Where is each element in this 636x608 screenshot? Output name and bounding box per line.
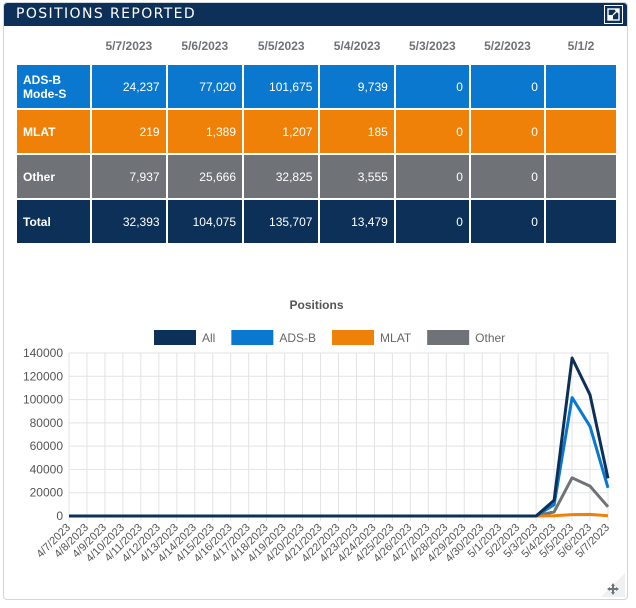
- table-cell: 32,825: [244, 155, 319, 198]
- column-header: 5/6/2023: [167, 29, 242, 63]
- table-row-other: Other 7,937 25,666 32,825 3,555 0 0: [17, 155, 616, 198]
- chart-title: Positions: [289, 298, 344, 312]
- panel-title: POSITIONS REPORTED: [16, 6, 197, 22]
- expand-icon: [607, 8, 620, 21]
- legend-swatch-mlat: [332, 330, 375, 345]
- table-header-row: 5/7/2023 5/6/2023 5/5/2023 5/4/2023 5/3/…: [17, 29, 616, 63]
- column-header: 5/5/2023: [244, 29, 319, 63]
- table-cell: 25,666: [167, 155, 242, 198]
- positions-line-chart: 0200004000060000800001000001200001400004…: [23, 330, 612, 565]
- table-cell: 101,675: [244, 65, 319, 108]
- table-cell: [545, 110, 616, 153]
- y-tick-label: 140000: [23, 346, 63, 360]
- y-tick-label: 60000: [30, 439, 64, 453]
- legend-swatch-all: [154, 330, 196, 345]
- table-cell: 0: [470, 110, 544, 153]
- table-cell: 0: [395, 200, 469, 243]
- column-header: 5/4/2023: [320, 29, 394, 63]
- legend-label-other: Other: [475, 331, 505, 345]
- table-row-mlat: MLAT 219 1,389 1,207 185 0 0: [17, 110, 616, 153]
- legend-label-ads-b: ADS-B: [279, 331, 316, 345]
- row-label: Total: [17, 200, 91, 243]
- table-cell: 0: [395, 110, 469, 153]
- row-label: MLAT: [17, 110, 91, 153]
- y-tick-label: 120000: [23, 369, 63, 383]
- legend-swatch-other: [427, 330, 470, 345]
- column-header-empty: [17, 29, 91, 63]
- resize-handle[interactable]: [599, 571, 625, 597]
- column-header: 5/2/2023: [470, 29, 544, 63]
- table-cell: [545, 155, 616, 198]
- positions-reported-panel: POSITIONS REPORTED 5/7/2023 5/6/2023 5/5…: [3, 2, 628, 600]
- table-cell: 1,207: [244, 110, 319, 153]
- table-cell: 13,479: [320, 200, 394, 243]
- table-cell: 3,555: [320, 155, 394, 198]
- table-cell: 0: [395, 155, 469, 198]
- y-tick-label: 20000: [30, 486, 64, 500]
- column-header: 5/1/2: [545, 29, 616, 63]
- table-cell: 7,937: [92, 155, 166, 198]
- panel-header: POSITIONS REPORTED: [4, 3, 627, 26]
- table-cell: 0: [470, 155, 544, 198]
- y-tick-label: 0: [56, 509, 63, 523]
- legend-label-mlat: MLAT: [380, 331, 412, 345]
- table-cell: 1,389: [167, 110, 242, 153]
- table-cell: 219: [92, 110, 166, 153]
- column-header: 5/3/2023: [395, 29, 469, 63]
- table-cell: [545, 200, 616, 243]
- table-cell: [545, 65, 616, 108]
- table-cell: 24,237: [92, 65, 166, 108]
- table-cell: 77,020: [167, 65, 242, 108]
- table-cell: 0: [470, 200, 544, 243]
- table-cell: 185: [320, 110, 394, 153]
- expand-button[interactable]: [604, 5, 623, 24]
- resize-handle-icon: [601, 573, 625, 597]
- table-cell: 104,075: [167, 200, 242, 243]
- y-tick-label: 80000: [30, 416, 64, 430]
- table-cell: 0: [395, 65, 469, 108]
- positions-table-container[interactable]: 5/7/2023 5/6/2023 5/5/2023 5/4/2023 5/3/…: [15, 27, 618, 249]
- table-cell: 135,707: [244, 200, 319, 243]
- series-line-all: [69, 356, 610, 518]
- positions-table: 5/7/2023 5/6/2023 5/5/2023 5/4/2023 5/3/…: [15, 27, 618, 245]
- legend-label-all: All: [202, 331, 215, 345]
- row-label: ADS-B Mode-S: [17, 65, 91, 108]
- table-row-adsb: ADS-B Mode-S 24,237 77,020 101,675 9,739 …: [17, 65, 616, 108]
- row-label: Other: [17, 155, 91, 198]
- column-header: 5/7/2023: [92, 29, 166, 63]
- table-cell: 0: [470, 65, 544, 108]
- legend-swatch-ads-b: [231, 330, 274, 345]
- table-cell: 32,393: [92, 200, 166, 243]
- table-cell: 9,739: [320, 65, 394, 108]
- table-row-total: Total 32,393 104,075 135,707 13,479 0 0: [17, 200, 616, 243]
- y-tick-label: 40000: [30, 462, 64, 476]
- y-tick-label: 100000: [23, 393, 63, 407]
